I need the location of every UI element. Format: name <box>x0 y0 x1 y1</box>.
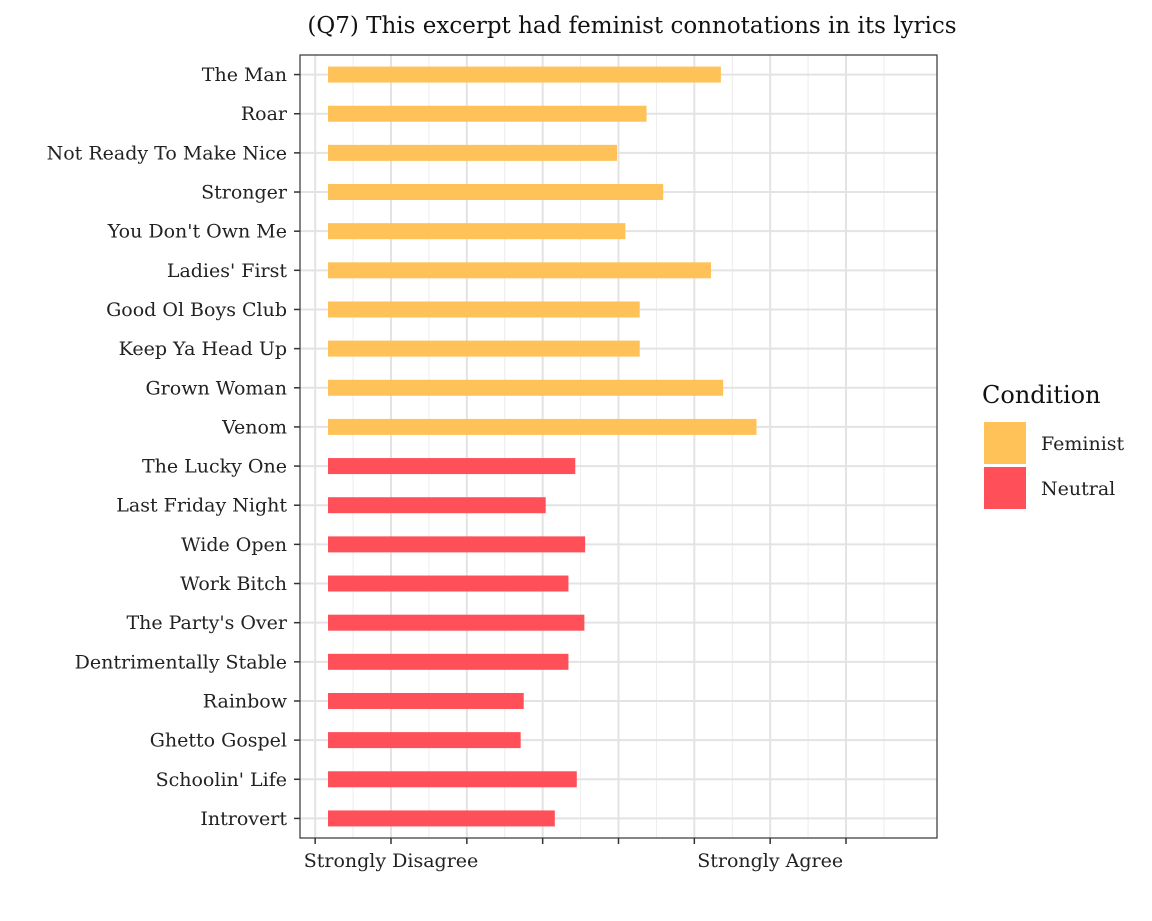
bar <box>328 497 546 514</box>
category-label: Not Ready To Make Nice <box>47 142 287 164</box>
x-tick-label: Strongly Disagree <box>304 850 479 872</box>
category-label: Stronger <box>201 182 288 204</box>
bar <box>328 692 524 709</box>
bar <box>328 418 757 435</box>
bar <box>328 379 724 396</box>
bar <box>328 223 626 240</box>
category-label: Introvert <box>200 808 287 830</box>
category-label: Schoolin' Life <box>156 769 287 791</box>
category-label: Venom <box>221 416 287 438</box>
category-label: Keep Ya Head Up <box>119 338 287 360</box>
bar <box>328 458 576 475</box>
legend-title: Condition <box>982 381 1101 409</box>
category-label: Good Ol Boys Club <box>106 299 287 321</box>
category-label: Ghetto Gospel <box>150 730 287 752</box>
category-label: You Don't Own Me <box>107 221 287 243</box>
grid <box>300 55 937 838</box>
legend-label: Feminist <box>1041 433 1125 455</box>
bar <box>328 575 569 592</box>
bar <box>328 340 640 357</box>
category-label: Grown Woman <box>146 377 288 399</box>
bars <box>328 66 757 827</box>
category-label: Roar <box>241 103 288 125</box>
legend-key <box>984 467 1026 509</box>
category-label: The Party's Over <box>126 612 287 634</box>
bar <box>328 301 640 318</box>
bar <box>328 105 647 122</box>
category-label: Ladies' First <box>167 260 288 282</box>
bar <box>328 653 569 670</box>
bar <box>328 810 555 827</box>
bar <box>328 771 577 788</box>
bar <box>328 262 712 279</box>
chart-title: (Q7) This excerpt had feminist connotati… <box>307 13 956 39</box>
bar <box>328 184 664 201</box>
category-label: Dentrimentally Stable <box>75 651 287 673</box>
bar <box>328 536 586 553</box>
category-label: Work Bitch <box>180 573 287 595</box>
category-label: Rainbow <box>203 690 288 712</box>
bar <box>328 614 585 631</box>
legend-label: Neutral <box>1041 478 1115 500</box>
x-axis: Strongly Disagree Strongly Agree <box>304 838 847 872</box>
legend: Condition Feminist Neutral <box>982 381 1125 509</box>
category-label: The Lucky One <box>142 456 287 478</box>
legend-key <box>984 422 1026 464</box>
category-label: Last Friday Night <box>116 495 287 517</box>
bar <box>328 144 617 161</box>
category-label: Wide Open <box>181 534 287 556</box>
bar <box>328 732 521 749</box>
category-label: The Man <box>202 64 287 86</box>
bar <box>328 66 721 83</box>
x-tick-label: Strongly Agree <box>697 850 843 872</box>
y-axis: The Man Roar Not Ready To Make Nice Stronge… <box>47 64 300 830</box>
